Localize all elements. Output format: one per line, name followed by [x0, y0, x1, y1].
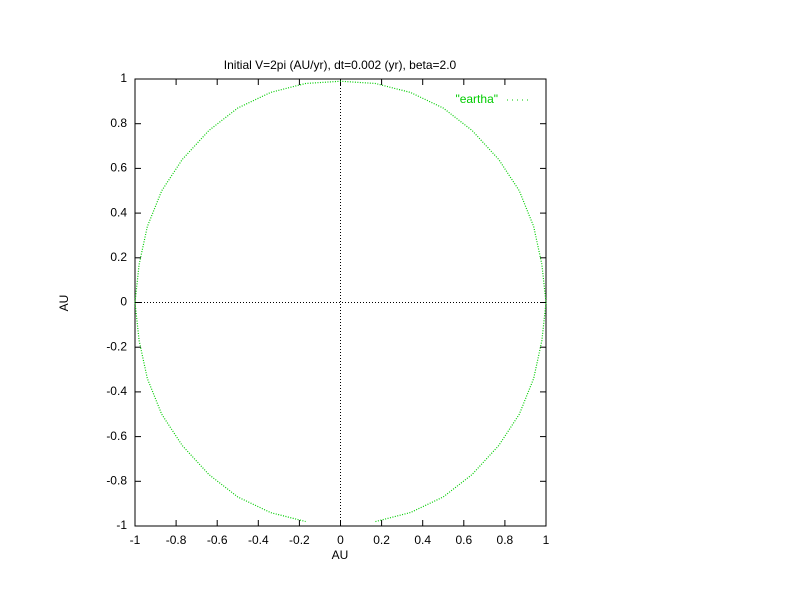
x-tick-label: 0 — [337, 533, 344, 547]
x-axis-label: AU — [332, 548, 349, 562]
y-tick-label: -0.4 — [106, 384, 127, 398]
y-tick-label: 0.8 — [110, 116, 127, 130]
orbit-line — [134, 80, 547, 523]
y-tick-label: -0.8 — [106, 473, 127, 487]
y-tick-label: -0.6 — [106, 429, 127, 443]
x-tick-label: -0.8 — [166, 533, 187, 547]
x-tick-label: 1 — [543, 533, 550, 547]
x-tick-label: 0.8 — [497, 533, 514, 547]
legend-label: "eartha" — [455, 92, 498, 106]
y-tick-label: -0.2 — [106, 339, 127, 353]
y-tick-label: -1 — [116, 518, 127, 532]
x-tick-label: 0.4 — [414, 533, 431, 547]
y-tick-label: 0.4 — [110, 205, 127, 219]
x-tick-label: 0.6 — [455, 533, 472, 547]
chart-title: Initial V=2pi (AU/yr), dt=0.002 (yr), be… — [224, 58, 457, 72]
x-tick-label: 0.2 — [373, 533, 390, 547]
x-tick-label: -1 — [130, 533, 141, 547]
y-axis-label: AU — [57, 295, 71, 312]
x-tick-label: -0.6 — [207, 533, 228, 547]
y-tick-label: 0.6 — [110, 161, 127, 175]
y-tick-label: 0.2 — [110, 250, 127, 264]
y-tick-label: 0 — [120, 295, 127, 309]
x-tick-label: -0.4 — [248, 533, 269, 547]
x-tick-label: -0.2 — [289, 533, 310, 547]
y-tick-label: 1 — [120, 71, 127, 85]
